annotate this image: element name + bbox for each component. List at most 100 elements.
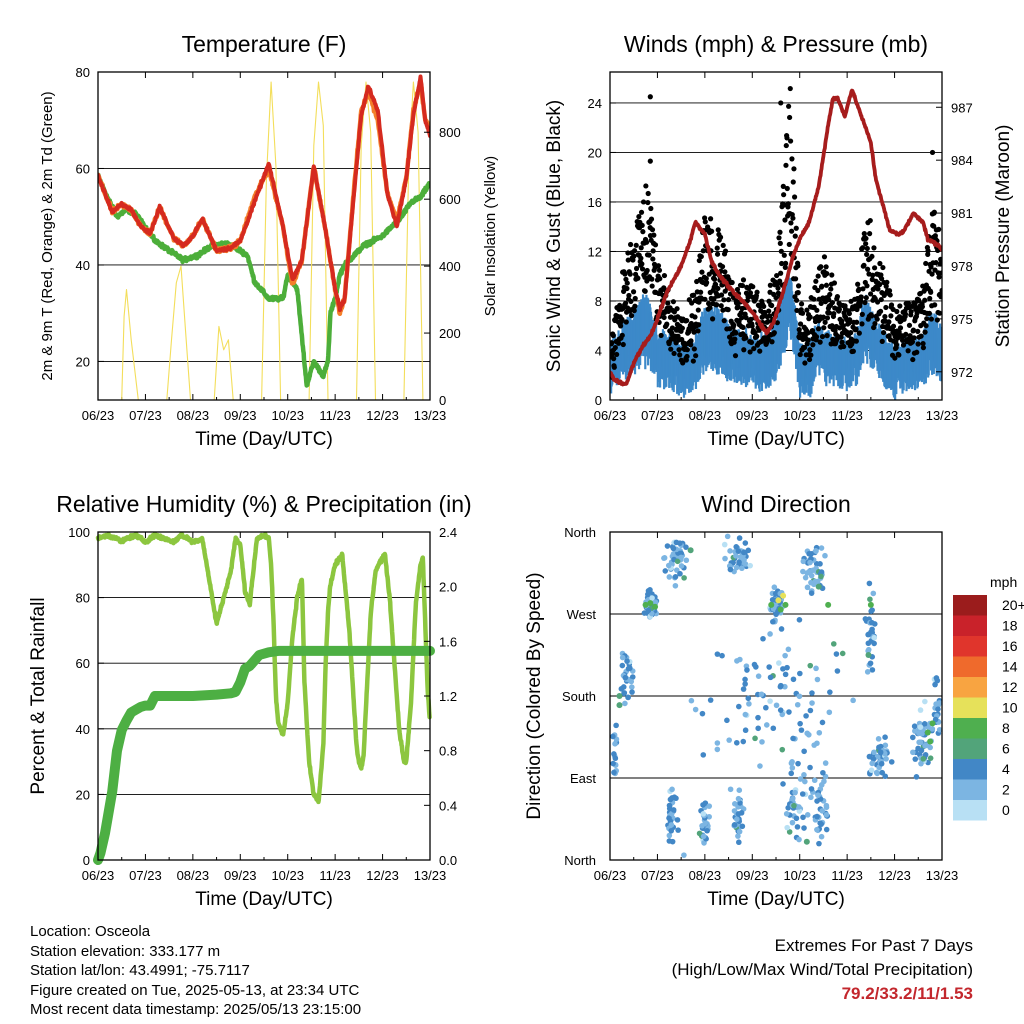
gust-point xyxy=(785,201,791,207)
direction-point xyxy=(736,559,742,566)
direction-point xyxy=(820,769,826,776)
direction-point xyxy=(661,555,668,561)
gust-point xyxy=(905,348,911,354)
x-tick-label: 12/23 xyxy=(878,408,911,423)
direction-point xyxy=(879,769,886,776)
direction-point xyxy=(877,749,884,756)
gust-point xyxy=(611,355,617,362)
gust-point xyxy=(848,330,854,336)
direction-point xyxy=(722,555,728,562)
direction-point xyxy=(622,674,629,681)
x-tick-label: 09/23 xyxy=(224,868,257,883)
gust-point xyxy=(902,311,909,317)
gust-point xyxy=(883,304,889,311)
x-tick-label: 10/23 xyxy=(783,408,816,423)
direction-point xyxy=(789,795,796,802)
gust-point xyxy=(826,297,832,303)
y2-tick-label: 0 xyxy=(439,393,446,408)
humidity-precip-panel: 06/23 07/23 08/23 09/23 10/23 11/23 12/23 13/23… xyxy=(28,491,472,910)
y2-tick-label: 987 xyxy=(951,100,973,115)
gust-point xyxy=(618,323,624,329)
colorbar-swatch xyxy=(953,718,987,739)
direction-point xyxy=(800,568,806,575)
direction-point xyxy=(683,557,690,564)
extremes-values: 79.2/33.2/11/1.53 xyxy=(841,984,973,1003)
y2-tick-label: 1.2 xyxy=(439,689,457,704)
gust-point xyxy=(669,325,676,331)
gust-point xyxy=(691,292,697,298)
gust-point xyxy=(805,337,811,343)
gust-point xyxy=(814,307,820,313)
gust-point xyxy=(928,289,934,295)
gust-point xyxy=(864,283,870,289)
direction-point xyxy=(780,781,786,787)
direction-point xyxy=(797,670,803,677)
gust-point xyxy=(906,322,913,328)
gust-point xyxy=(783,142,789,149)
gust-point xyxy=(776,235,782,241)
direction-point xyxy=(779,711,786,718)
direction-point xyxy=(642,601,649,608)
y2-tick-label: 2.0 xyxy=(439,580,457,595)
gust-point xyxy=(786,241,792,248)
gust-point xyxy=(937,310,942,316)
colorbar-label: 20+ xyxy=(1002,597,1024,613)
gust-point xyxy=(625,250,631,256)
direction-point xyxy=(800,814,806,821)
y2-axis-title: Station Pressure (Maroon) xyxy=(993,125,1014,348)
x-tick-label: 07/23 xyxy=(641,408,674,423)
colorbar-label: 8 xyxy=(1002,720,1010,736)
gust-point xyxy=(614,351,620,358)
gust-point xyxy=(630,257,636,263)
x-tick-label: 09/23 xyxy=(224,408,257,423)
direction-point xyxy=(866,580,873,587)
wind-series xyxy=(610,273,942,400)
gust-point xyxy=(813,278,819,284)
latest-timestamp: Most recent data timestamp: 2025/05/13 2… xyxy=(30,1001,362,1018)
direction-point xyxy=(809,690,815,696)
direction-point xyxy=(793,815,800,822)
gust-point xyxy=(773,295,779,301)
direction-point xyxy=(794,824,801,830)
gust-point xyxy=(797,330,803,337)
x-axis-title: Time (Day/UTC) xyxy=(195,889,333,910)
gust-point xyxy=(886,288,893,294)
gust-point xyxy=(794,307,800,314)
gust-point xyxy=(860,286,866,292)
direction-point xyxy=(815,583,822,590)
series-group xyxy=(98,74,430,400)
gust-point xyxy=(895,335,901,341)
gust-point xyxy=(775,285,781,291)
y-tick-label: 12 xyxy=(588,244,602,259)
gust-point xyxy=(661,272,668,279)
colorbar-label: 2 xyxy=(1002,782,1010,798)
direction-point xyxy=(929,720,936,727)
gust-point xyxy=(903,331,909,337)
gust-point xyxy=(722,269,728,275)
gust-point xyxy=(706,300,712,307)
direction-point xyxy=(677,570,683,577)
gust-point xyxy=(912,300,918,306)
gust-point xyxy=(787,114,793,121)
direction-point xyxy=(801,825,807,831)
gust-point xyxy=(821,325,827,331)
gust-point xyxy=(658,332,664,339)
gust-point xyxy=(850,348,856,354)
gust-point xyxy=(879,338,885,344)
gust-point xyxy=(922,297,928,303)
gust-point xyxy=(784,185,790,192)
gust-point xyxy=(668,346,674,352)
gust-point xyxy=(923,260,929,267)
gust-point xyxy=(619,332,625,338)
direction-point xyxy=(920,756,927,762)
plot-border xyxy=(97,531,431,861)
x-tick-label: 08/23 xyxy=(689,408,722,423)
x-tick-label: 06/23 xyxy=(594,408,627,423)
gust-point xyxy=(684,353,690,360)
gust-point xyxy=(878,276,885,282)
gust-point xyxy=(626,292,632,299)
gust-point xyxy=(813,334,820,340)
direction-point xyxy=(612,741,618,747)
series-group xyxy=(93,531,435,865)
direction-point xyxy=(735,811,742,817)
